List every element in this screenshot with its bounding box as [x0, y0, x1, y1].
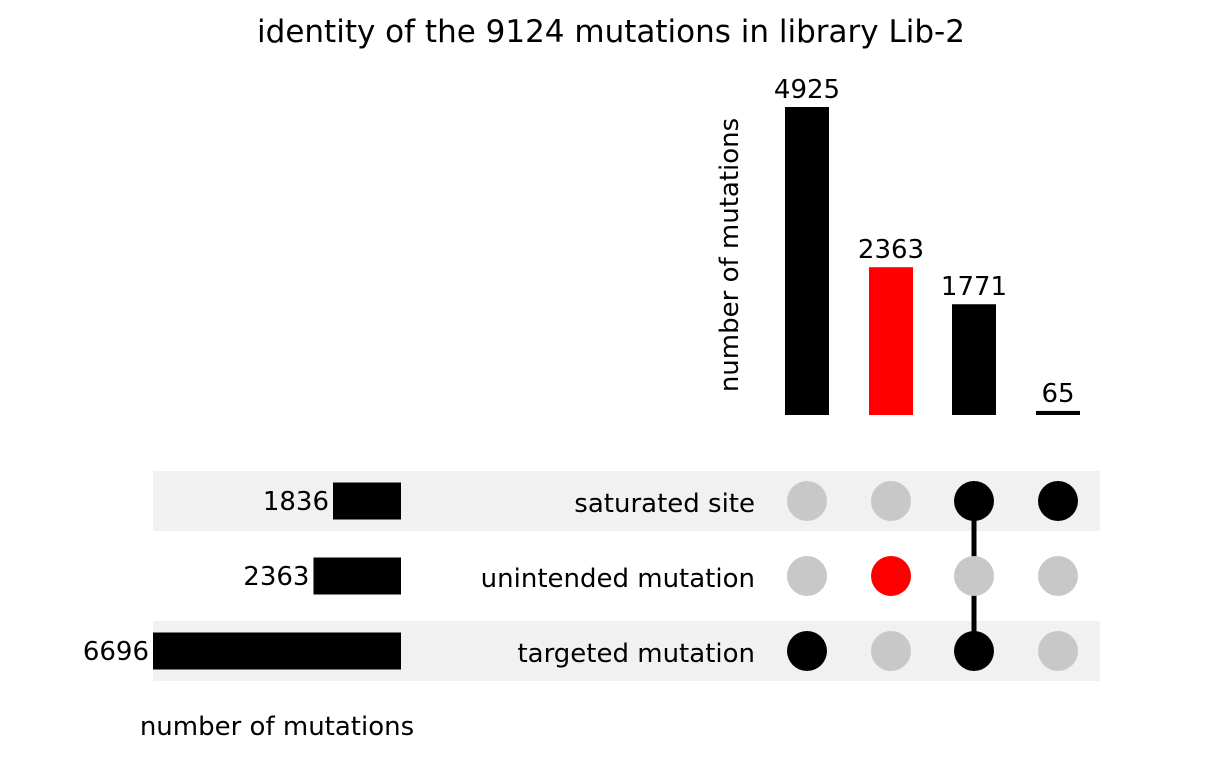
- membership-matrix-group: [787, 481, 1078, 671]
- set-size-value-label-targeted-mutation: 6696: [83, 637, 149, 667]
- intersection-bar-1: [785, 107, 829, 415]
- intersection-value-label-1: 4925: [774, 75, 840, 105]
- intersection-bar-3: [952, 304, 996, 415]
- set-size-value-label-unintended-mutation: 2363: [243, 562, 309, 592]
- member-dot-2-unintended-mutation: [871, 556, 911, 596]
- intersection-bar-2: [869, 267, 913, 415]
- set-size-bar-unintended-mutation: [313, 557, 401, 595]
- set-size-bar-saturated-site: [333, 482, 401, 520]
- member-dot-1-targeted-mutation: [787, 631, 827, 671]
- intersection-axis-label: number of mutations: [715, 118, 745, 392]
- nonmember-dot-4-targeted-mutation: [1038, 631, 1078, 671]
- row-shading-saturated-site: [153, 471, 1100, 531]
- set-name-label-saturated-site: saturated site: [574, 489, 755, 519]
- intersection-value-label-2: 2363: [858, 235, 924, 265]
- nonmember-dot-3-unintended-mutation: [954, 556, 994, 596]
- intersection-bars-group: 4925 2363 1771 65: [774, 75, 1080, 415]
- nonmember-dot-4-unintended-mutation: [1038, 556, 1078, 596]
- intersection-value-label-3: 1771: [941, 272, 1007, 302]
- set-name-label-targeted-mutation: targeted mutation: [517, 639, 755, 669]
- nonmember-dot-1-unintended-mutation: [787, 556, 827, 596]
- set-name-label-unintended-mutation: unintended mutation: [481, 564, 755, 594]
- nonmember-dot-1-saturated-site: [787, 481, 827, 521]
- member-dot-4-saturated-site: [1038, 481, 1078, 521]
- chart-title: identity of the 9124 mutations in librar…: [257, 14, 965, 50]
- member-dot-3-targeted-mutation: [954, 631, 994, 671]
- set-size-bars-group: 1836 saturated site 2363 unintended mutatio…: [83, 482, 755, 670]
- row-shading-group: [153, 471, 1100, 681]
- intersection-value-label-4: 65: [1041, 379, 1074, 409]
- set-size-axis-label: number of mutations: [140, 712, 414, 742]
- nonmember-dot-2-targeted-mutation: [871, 631, 911, 671]
- intersection-bar-4: [1036, 410, 1080, 415]
- nonmember-dot-2-saturated-site: [871, 481, 911, 521]
- member-dot-3-saturated-site: [954, 481, 994, 521]
- set-size-bar-targeted-mutation: [153, 632, 401, 670]
- set-size-value-label-saturated-site: 1836: [263, 487, 329, 517]
